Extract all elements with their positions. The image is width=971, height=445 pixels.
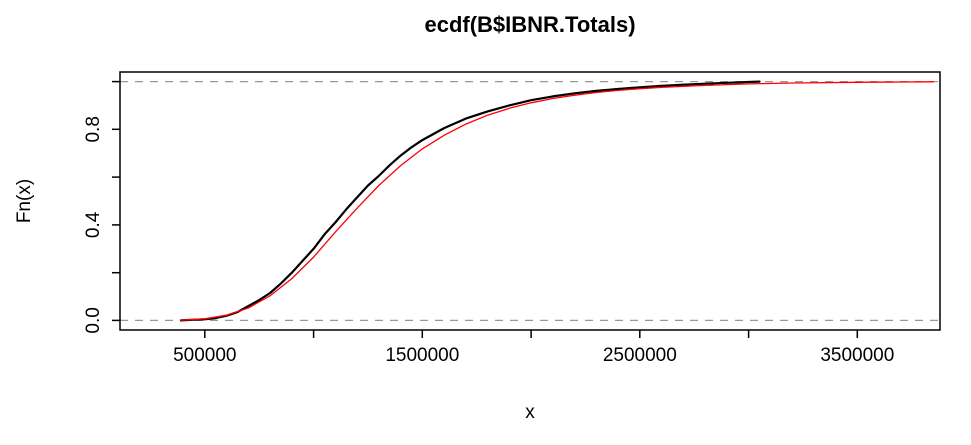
x-tick-label: 3500000 xyxy=(820,345,894,366)
plot-layers: 500000 1500000 2500000 3500000 0.0 0.4 0.8 xyxy=(83,71,941,366)
y-tick-label: 0.4 xyxy=(83,211,104,238)
y-tick-label: 0.0 xyxy=(83,307,104,333)
chart-title: ecdf(B$IBNR.Totals) xyxy=(424,12,635,37)
x-tick-label: 2500000 xyxy=(603,345,677,366)
x-axis-label: x xyxy=(525,402,535,423)
x-tick-label: 1500000 xyxy=(385,345,459,366)
x-tick-label: 500000 xyxy=(173,345,236,366)
fitted-cdf-line xyxy=(180,81,935,321)
empirical-ecdf-line xyxy=(179,80,761,322)
y-tick-label: 0.8 xyxy=(83,116,104,142)
y-axis-label: Fn(x) xyxy=(14,179,35,223)
plot-border xyxy=(119,71,941,331)
